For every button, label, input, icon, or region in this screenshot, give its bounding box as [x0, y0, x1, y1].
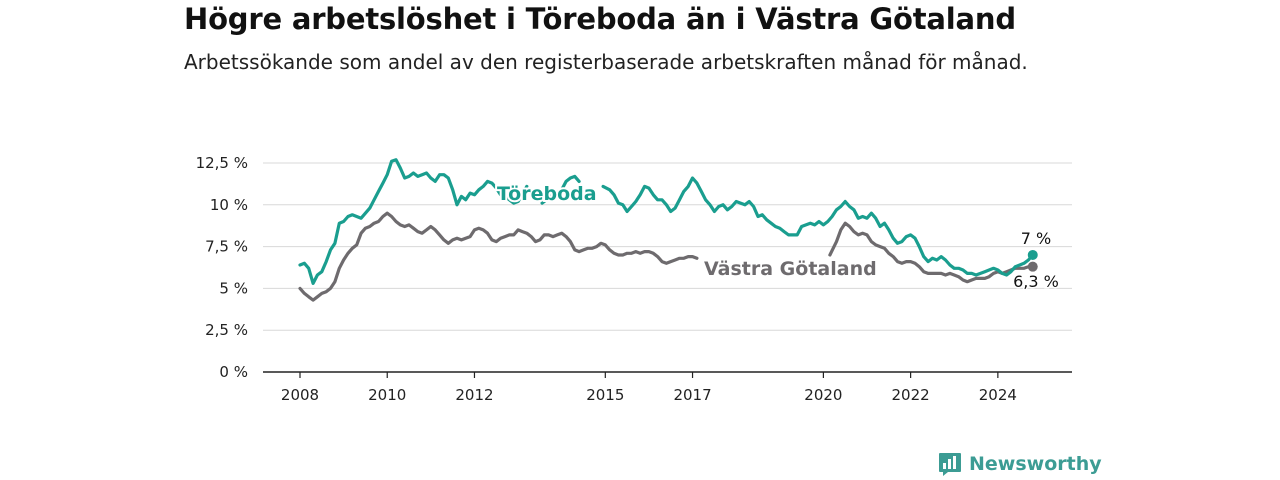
series-line-toreboda	[298, 158, 529, 285]
series-name-vastra-gotaland: Västra Götaland	[704, 258, 877, 280]
end-value-label-vastra-gotaland: 6,3 %	[1013, 272, 1059, 291]
x-tick-label: 2012	[455, 386, 493, 404]
end-point-vastra-gotaland	[1027, 261, 1038, 272]
newsworthy-logo: Newsworthy	[937, 449, 1102, 479]
y-tick-label: 5 %	[219, 279, 248, 297]
y-axis-ticks: 0 % 2,5 % 5 % 7,5 % 10 % 12,5 %	[196, 154, 248, 381]
x-tick-label: 2020	[804, 386, 842, 404]
bar-chart-icon	[939, 453, 961, 476]
brand-name: Newsworthy	[969, 453, 1102, 475]
y-tick-label: 0 %	[219, 363, 248, 381]
grid-lines	[263, 162, 1072, 331]
end-point-toreboda	[1027, 249, 1038, 260]
y-tick-label: 2,5 %	[205, 321, 248, 339]
y-tick-label: 10 %	[210, 196, 248, 214]
series-name-toreboda: Töreboda	[497, 183, 597, 205]
y-tick-label: 12,5 %	[196, 154, 248, 172]
series-labels: Töreboda Västra Götaland 7 % 6,3 %	[495, 181, 1060, 293]
x-tick-label: 2010	[368, 386, 406, 404]
x-tick-label: 2022	[892, 386, 930, 404]
series-lines	[298, 158, 1038, 302]
end-value-label-toreboda: 7 %	[1021, 229, 1051, 248]
x-tick-label: 2008	[281, 386, 319, 404]
x-tick-label: 2024	[979, 386, 1017, 404]
series-line-toreboda	[540, 174, 581, 205]
chart-subtitle: Arbetssökande som andel av den registerb…	[184, 50, 1028, 74]
chart-title: Högre arbetslöshet i Töreboda än i Västr…	[184, 2, 1016, 36]
x-tick-label: 2015	[586, 386, 624, 404]
x-axis: 2008 2010 2012 2015 2017 2020 2022 2024	[263, 371, 1072, 404]
y-tick-label: 7,5 %	[205, 238, 248, 256]
series-line-vastra-gotaland	[298, 211, 699, 302]
x-tick-label: 2017	[673, 386, 711, 404]
series-line-toreboda	[601, 176, 1035, 277]
